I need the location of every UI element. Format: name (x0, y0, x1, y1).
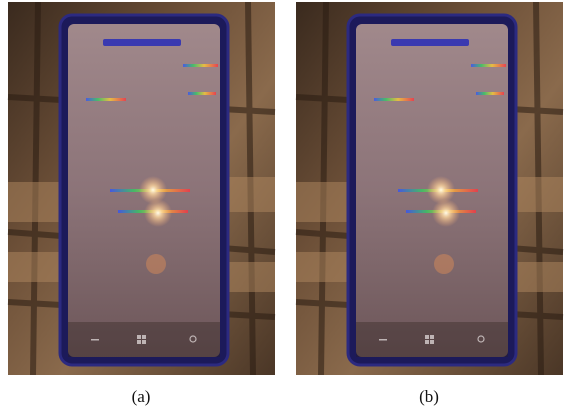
figure: (a) (b) (0, 0, 565, 411)
photo (296, 2, 563, 375)
caption: (b) (419, 387, 439, 406)
caption: (a) (132, 387, 151, 406)
photo (8, 2, 275, 375)
page: (a) (b) (() => { const data = JSON.parse… (0, 0, 565, 411)
